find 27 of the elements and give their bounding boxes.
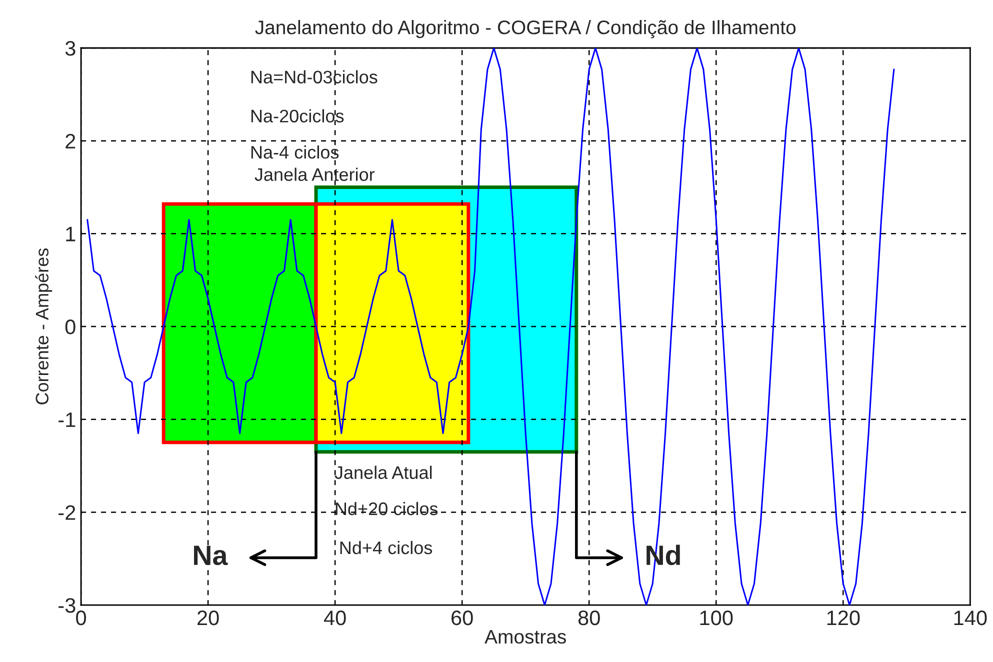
annotation: Nd+20 ciclos [336,502,438,516]
annotation: Janela Atual [334,466,432,480]
y-tick-label: -2 [58,505,76,520]
y-tick-label: -1 [58,412,76,427]
y-axis-title: Corrente - Ampéres [35,248,52,404]
x-tick-label: 120 [827,610,860,626]
annotation: Na=Nd-03ciclos [251,70,378,84]
y-tick-label: 3 [65,40,76,56]
y-tick-label: -3 [58,598,76,613]
y-tick-label: 2 [66,134,76,148]
annotation: Na [194,546,228,566]
annotation: Na-4 ciclos [251,145,339,159]
x-tick-label: 60 [452,610,473,626]
y-tick-label: 1 [66,226,76,242]
chart-title: Janelamento do Algoritmo - COGERA / Condição de Ilhamento [255,20,796,38]
y-tick-label: 0 [65,320,76,334]
annotation: Na-20ciclos [251,109,344,122]
line-series [86,48,895,606]
x-axis-title: Amostras [484,630,566,644]
x-tick-label: 40 [324,610,346,626]
x-tick-label: 80 [578,610,600,626]
x-tick-label: 140 [954,610,987,626]
annotation: Janela Anterior [254,168,375,181]
x-tick-label: 100 [700,610,733,626]
annotation: Nd+4 ciclos [340,540,432,554]
x-tick-label: 0 [76,610,86,626]
x-tick-label: 20 [198,610,219,626]
